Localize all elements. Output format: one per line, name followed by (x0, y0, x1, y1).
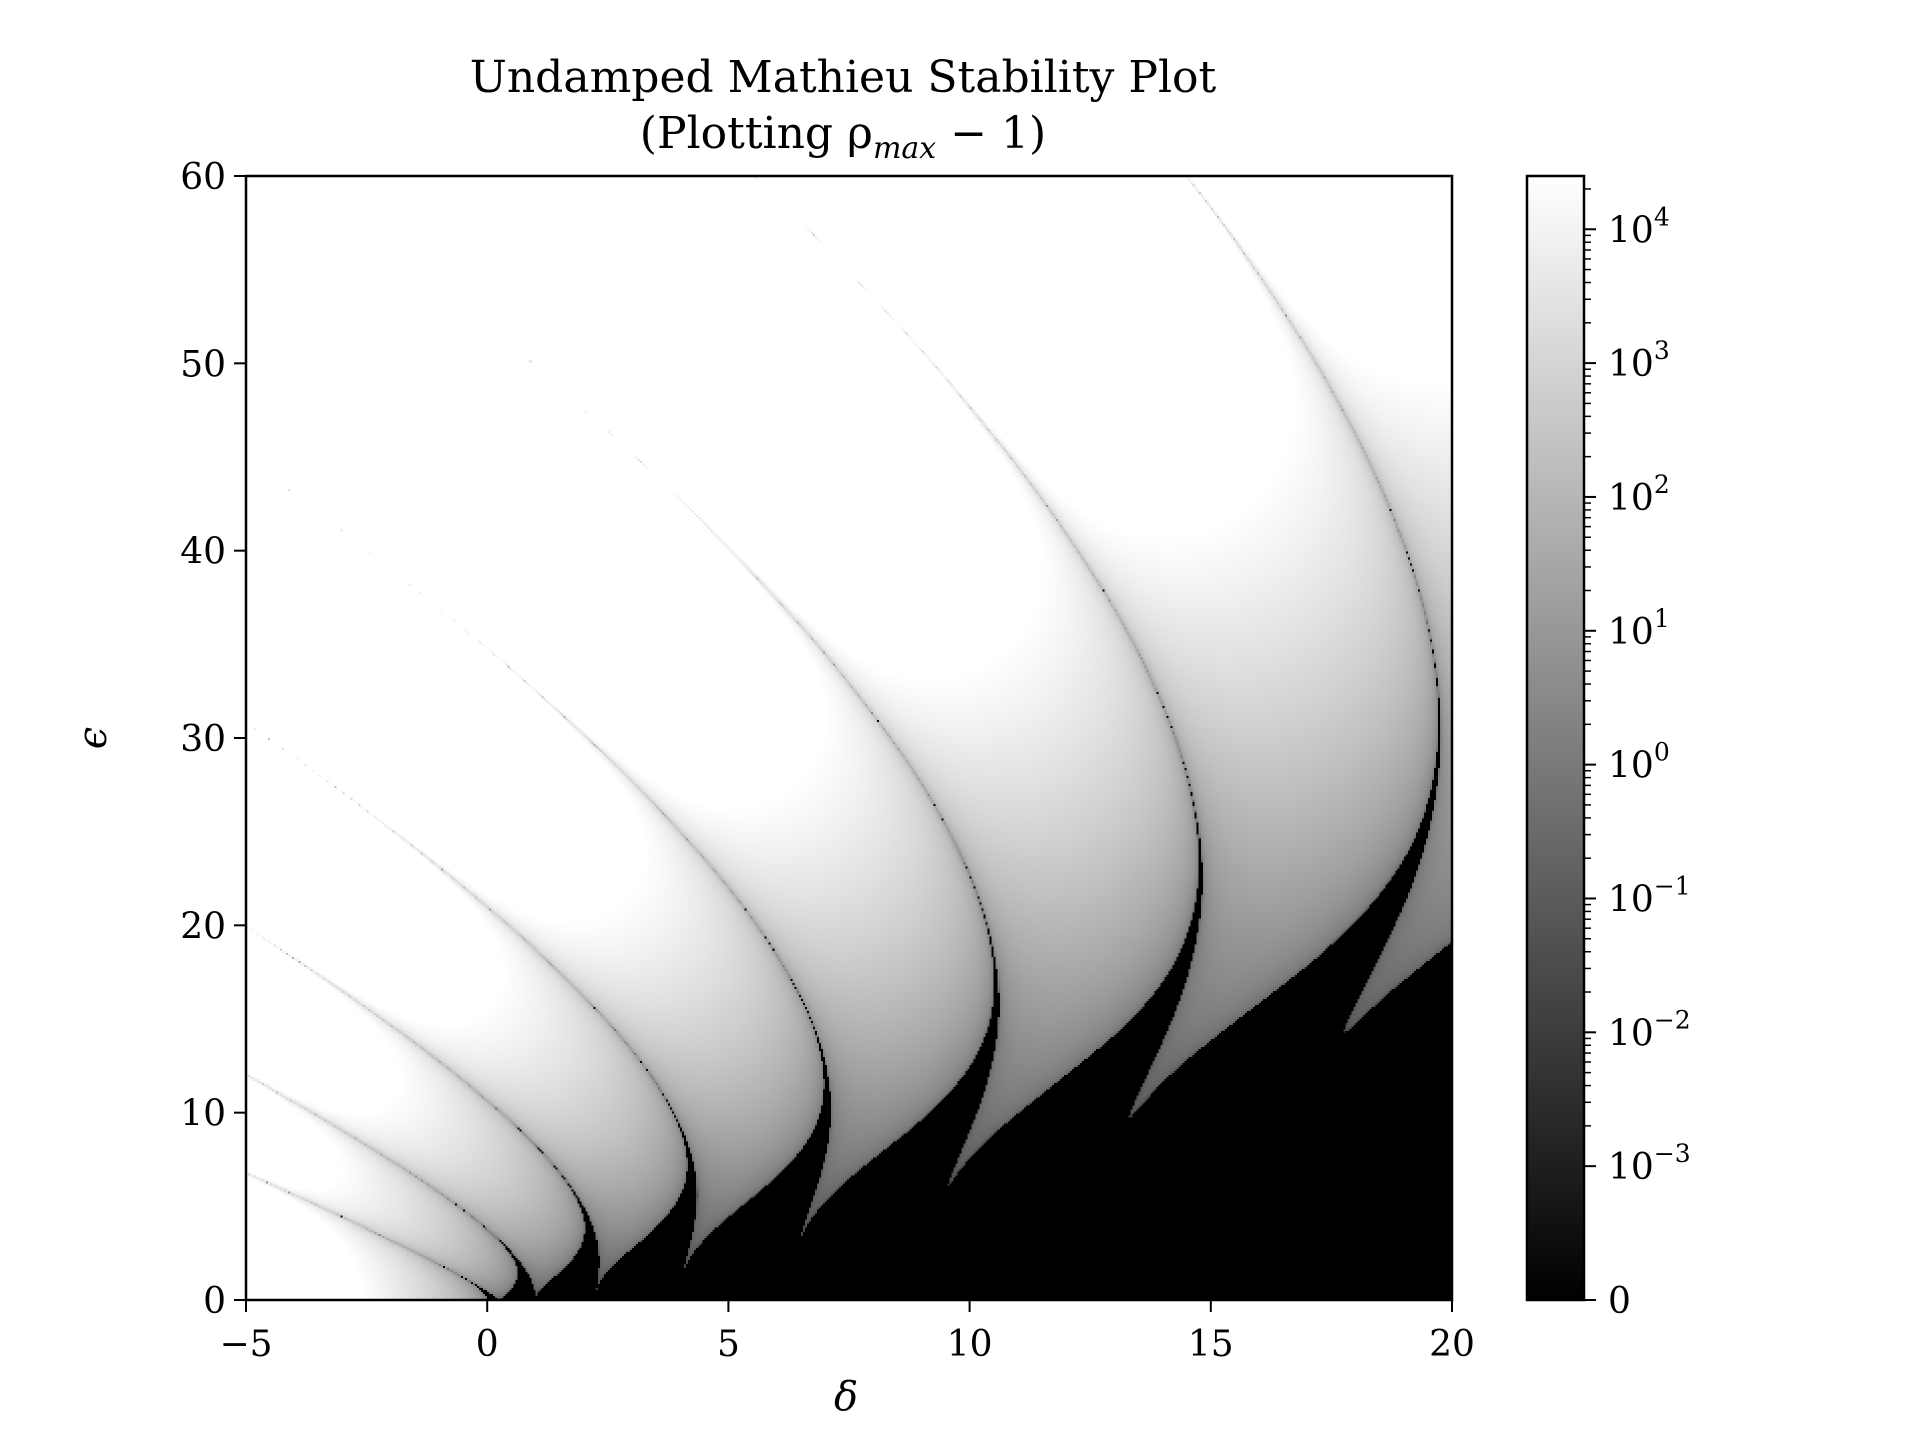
x-axis-label: δ (834, 1374, 858, 1420)
colorbar-ticks: 0 10−3 10−2 10−1 100 101 102 103 104 (1584, 188, 1691, 1322)
x-tick-label: 0 (476, 1324, 499, 1365)
x-tick-label: 15 (1188, 1324, 1234, 1365)
chart-subtitle-main: (Plotting ρ (640, 108, 873, 159)
heatmap-plot-area (244, 174, 1454, 1302)
x-tick-label: 10 (947, 1324, 993, 1365)
colorbar-gradient (1525, 174, 1586, 1302)
colorbar-tick-label: 102 (1608, 470, 1670, 519)
y-tick-label: 40 (180, 532, 226, 573)
colorbar-tick-label: 10−3 (1608, 1139, 1691, 1188)
colorbar-tick-label: 101 (1608, 604, 1670, 653)
y-axis: 0 10 20 30 40 50 60 (180, 157, 246, 1322)
chart-title: Undamped Mathieu Stability Plot (470, 52, 1217, 103)
y-tick-label: 20 (180, 906, 226, 947)
chart-subtitle: (Plotting ρmax − 1) (640, 108, 1046, 166)
colorbar-tick-label: 100 (1608, 738, 1670, 787)
colorbar-tick-label: 103 (1608, 336, 1670, 385)
colorbar-tick-label: 0 (1608, 1281, 1631, 1322)
x-tick-label: 5 (717, 1324, 740, 1365)
y-tick-label: 50 (180, 344, 226, 385)
y-tick-label: 10 (180, 1094, 226, 1135)
heatmap-image (246, 176, 1452, 1300)
y-tick-label: 30 (180, 719, 226, 760)
x-tick-label: 20 (1429, 1324, 1475, 1365)
chart-subtitle-tail: − 1) (936, 108, 1046, 159)
y-axis-label: ϵ (70, 727, 116, 749)
x-axis: −5 0 5 10 15 20 (219, 1300, 1475, 1365)
y-tick-label: 60 (180, 157, 226, 198)
colorbar: 0 10−3 10−2 10−1 100 101 102 103 104 (1525, 174, 1691, 1322)
colorbar-tick-label: 104 (1608, 202, 1670, 251)
y-tick-label: 0 (203, 1281, 226, 1322)
colorbar-tick-label: 10−2 (1608, 1005, 1691, 1054)
chart-subtitle-subscript: max (873, 131, 936, 166)
x-tick-label: −5 (219, 1324, 272, 1365)
colorbar-tick-label: 10−1 (1608, 871, 1691, 920)
